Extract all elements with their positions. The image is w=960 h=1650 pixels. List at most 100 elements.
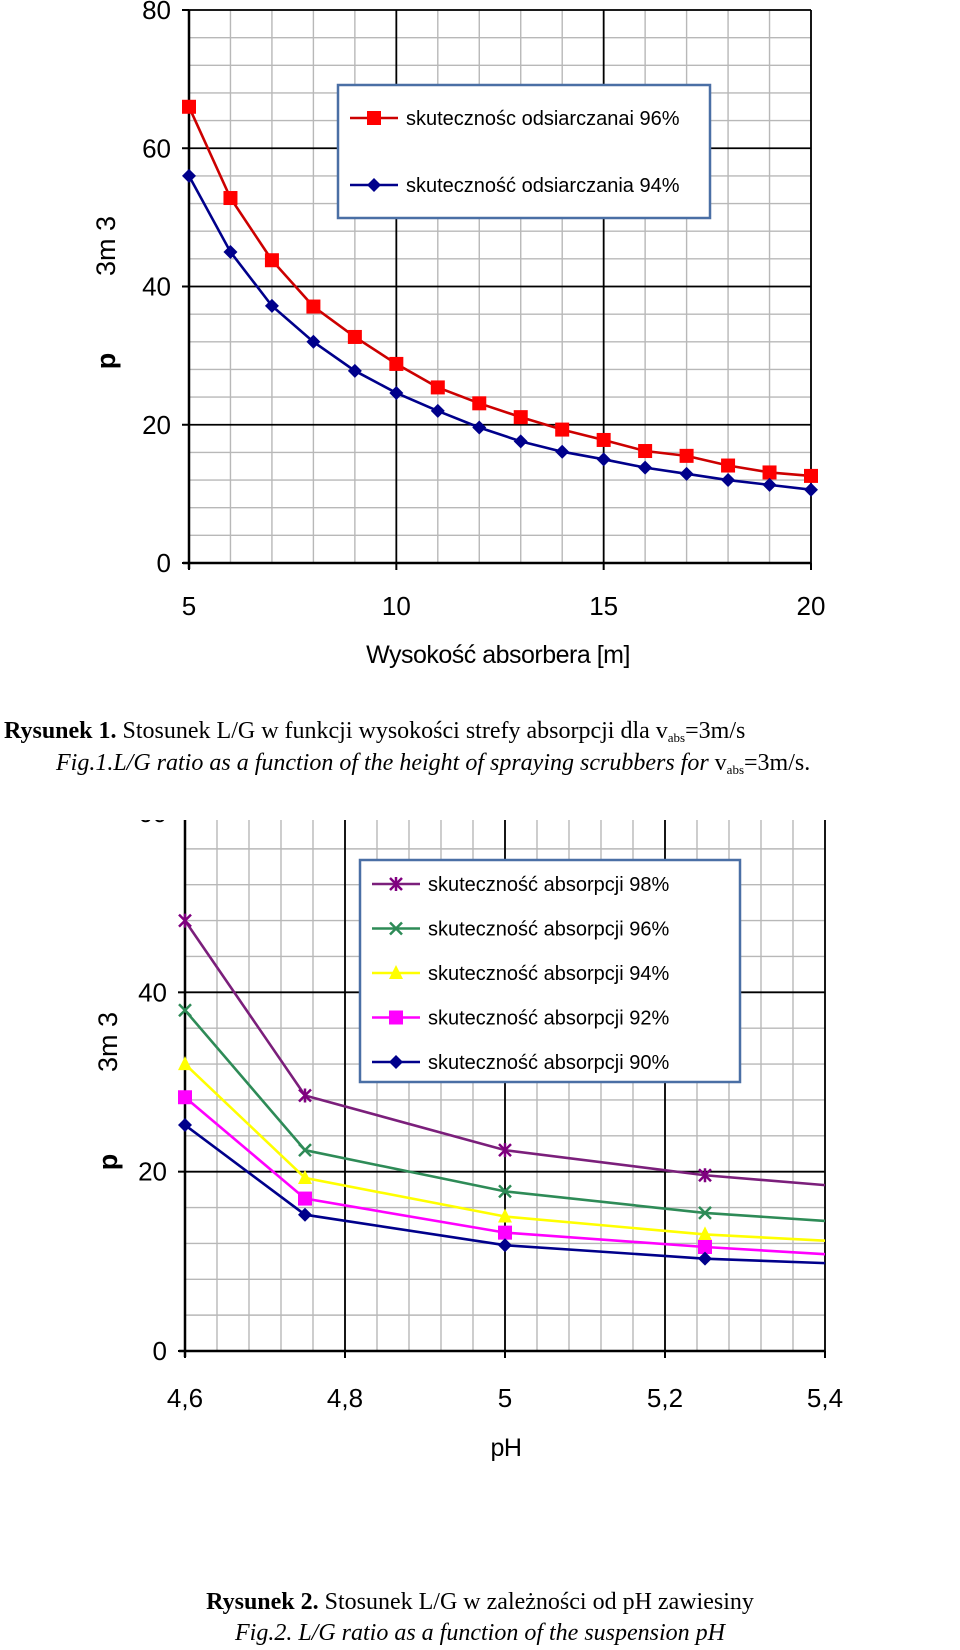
y-axis-label-bottom: p xyxy=(93,1154,123,1171)
data-point xyxy=(804,482,818,497)
data-point xyxy=(182,168,196,183)
y-axis-label-bottom: p xyxy=(91,353,121,370)
figure-2-caption-english-text: Fig.2. L/G ratio as a function of the su… xyxy=(234,1620,725,1646)
data-point xyxy=(762,465,777,480)
data-point xyxy=(555,444,570,459)
y-axis-label-top: 3m 3 xyxy=(91,216,121,276)
figure-1-caption-english-end: =3m/s. xyxy=(744,750,811,776)
data-point xyxy=(498,1208,512,1223)
legend-marker xyxy=(367,111,381,125)
y-tick-label: 40 xyxy=(142,272,171,302)
data-point xyxy=(698,1239,712,1254)
figure-1-caption-end: =3m/s xyxy=(685,718,746,744)
y-tick-label: 40 xyxy=(138,977,167,1007)
data-point xyxy=(306,334,321,349)
x-tick-label: 20 xyxy=(797,591,826,621)
x-tick-label: 4,6 xyxy=(167,1383,203,1413)
x-axis-label: pH xyxy=(491,1434,522,1462)
series-line xyxy=(187,175,812,492)
chart-1: 0 20 40 60 80 5 10 15 20 Wysokość absorbera [m] 3m… xyxy=(91,0,826,669)
series-1 xyxy=(182,99,818,483)
figure-2-caption-polish: Rysunek 2. Stosunek L/G w zależności od … xyxy=(0,1588,960,1616)
y-axis-label-top: 3m 3 xyxy=(93,1012,123,1072)
data-point xyxy=(698,1251,712,1266)
y-tick-label: 20 xyxy=(142,410,171,440)
series-line xyxy=(187,106,812,478)
y-axis-label: 3m 3 p xyxy=(93,1012,123,1170)
legend-box xyxy=(336,83,712,220)
figure-1-caption-text: Stosunek L/G w funkcji wysokości strefy … xyxy=(116,718,668,744)
data-point xyxy=(178,1003,192,1018)
data-point xyxy=(513,410,528,425)
legend-label: skuteczność absorpcji 94% xyxy=(428,963,669,985)
data-point xyxy=(804,468,818,483)
series-5 xyxy=(178,1118,826,1266)
data-point xyxy=(178,1090,192,1105)
data-point xyxy=(430,380,445,395)
legend-marker xyxy=(389,877,403,891)
legend: skuteczność absorpcji 98% skuteczność abs… xyxy=(358,858,742,1084)
x-tick-label: 5,2 xyxy=(647,1383,683,1413)
figure-1-caption-polish: Rysunek 1. Stosunek L/G w funkcji wysoko… xyxy=(4,717,745,752)
data-point xyxy=(638,460,653,475)
figure-1-caption-subscript: abs xyxy=(667,730,686,745)
y-tick-label: 60 xyxy=(138,820,167,828)
x-tick-label: 5 xyxy=(182,591,196,621)
data-point xyxy=(498,1143,512,1158)
data-point xyxy=(264,253,279,268)
data-point xyxy=(178,913,192,928)
x-tick-label: 4,8 xyxy=(327,1383,363,1413)
legend-marker xyxy=(367,178,381,192)
data-point xyxy=(498,1238,512,1253)
data-point xyxy=(498,1225,512,1240)
data-point xyxy=(178,1056,192,1071)
y-tick-label: 20 xyxy=(138,1157,167,1187)
data-point xyxy=(498,1184,512,1199)
series-4 xyxy=(178,1090,826,1256)
data-point xyxy=(389,385,404,400)
series-2 xyxy=(178,1003,826,1223)
series-2 xyxy=(182,168,818,497)
figure-1-caption-english-subscript: abs xyxy=(726,762,745,777)
x-tick-label: 10 xyxy=(382,591,411,621)
data-point xyxy=(347,363,362,378)
data-point xyxy=(472,396,487,411)
figure-1-caption-english-v: v xyxy=(714,750,727,776)
data-point xyxy=(347,329,362,344)
data-point xyxy=(679,466,694,481)
x-tick-label: 15 xyxy=(589,591,618,621)
series-1 xyxy=(178,913,826,1187)
figure-1-caption-label: Rysunek 1. xyxy=(4,718,117,744)
data-point xyxy=(298,1088,312,1103)
figure-1-caption-english-text: Fig.1.L/G ratio as a function of the hei… xyxy=(56,750,715,776)
y-tick-label: 60 xyxy=(142,133,171,163)
data-point xyxy=(698,1168,712,1183)
y-tick-label: 80 xyxy=(142,0,171,25)
legend-marker xyxy=(389,1055,403,1069)
legend: skutecznośc odsiarczanai 96% skuteczność … xyxy=(336,83,712,220)
y-tick-label: 0 xyxy=(157,548,171,578)
data-point xyxy=(223,191,238,206)
legend-marker xyxy=(389,1010,403,1025)
data-point xyxy=(638,444,653,459)
data-point xyxy=(472,420,487,435)
data-point xyxy=(298,1169,312,1184)
data-point xyxy=(762,477,777,492)
data-point xyxy=(513,434,528,449)
data-point xyxy=(430,403,445,418)
figure-2-caption-english: Fig.2. L/G ratio as a function of the su… xyxy=(0,1619,960,1647)
x-axis-label: Wysokość absorbera [m] xyxy=(366,641,630,669)
figure-2-caption-text: Stosunek L/G w zależności od pH zawiesin… xyxy=(318,1589,754,1615)
figure-1-caption-english: Fig.1.L/G ratio as a function of the hei… xyxy=(56,749,810,784)
data-point xyxy=(298,1143,312,1158)
legend-label: skuteczność absorpcji 90% xyxy=(428,1052,669,1074)
legend-marker xyxy=(389,921,403,936)
data-point xyxy=(178,1118,192,1133)
legend-box xyxy=(358,858,742,1084)
data-point xyxy=(721,458,736,473)
data-point xyxy=(596,452,611,467)
y-tick-label: 0 xyxy=(153,1336,167,1366)
data-point xyxy=(264,298,279,313)
legend-label: skuteczność absorpcji 96% xyxy=(428,919,669,941)
y-axis-label: 3m 3 p xyxy=(91,216,121,369)
